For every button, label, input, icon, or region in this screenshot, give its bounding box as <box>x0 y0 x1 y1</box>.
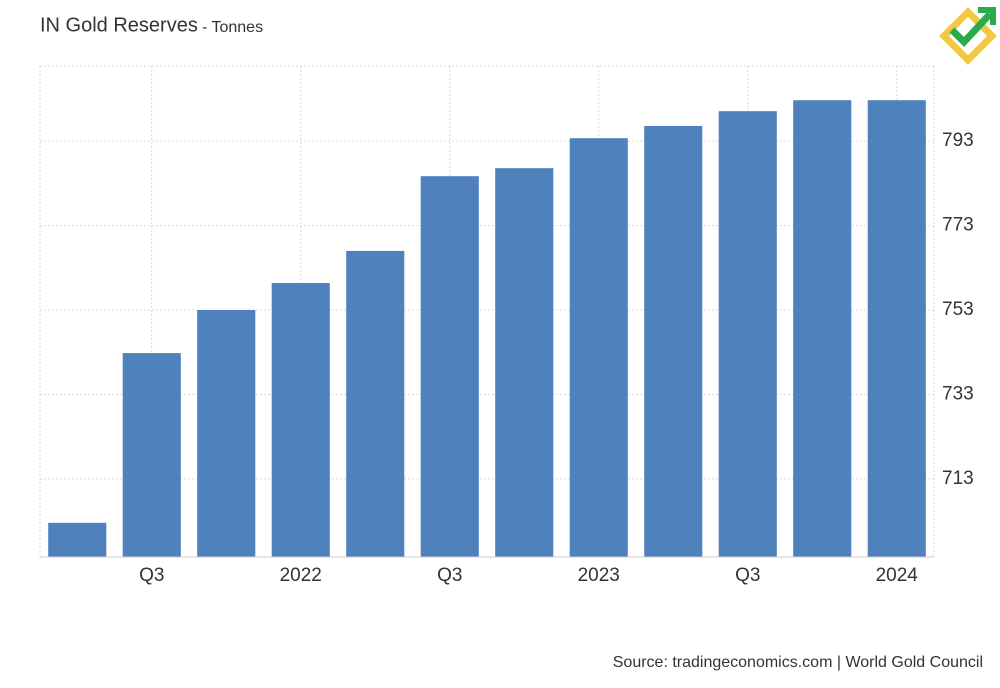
bar <box>271 283 330 557</box>
logo <box>939 7 997 65</box>
y-tick-label: 773 <box>942 215 974 236</box>
chart-subtitle: - Tonnes <box>202 19 263 36</box>
bar <box>569 138 628 557</box>
bar <box>495 168 554 558</box>
bar <box>122 353 181 557</box>
source: Source: tradingeconomics.com | World Gol… <box>613 654 983 671</box>
x-tick-label: Q3 <box>139 565 164 586</box>
x-tick-label: Q3 <box>437 565 462 586</box>
y-tick-label: 733 <box>942 383 974 404</box>
y-tick-label: 753 <box>942 299 974 320</box>
bar <box>718 111 777 557</box>
bar <box>420 176 479 557</box>
bar <box>346 250 405 557</box>
x-tick-label: 2023 <box>578 565 620 586</box>
bar <box>197 310 256 557</box>
y-tick-label: 713 <box>942 468 974 489</box>
x-tick-label: 2022 <box>280 565 322 586</box>
bar <box>867 100 926 558</box>
x-tick-label: Q3 <box>735 565 760 586</box>
chart-title: IN Gold Reserves <box>40 14 198 36</box>
bar <box>644 125 703 557</box>
bar <box>48 522 107 557</box>
x-tick-label: 2024 <box>876 565 919 586</box>
bar <box>793 100 852 558</box>
y-tick-label: 793 <box>942 130 974 151</box>
